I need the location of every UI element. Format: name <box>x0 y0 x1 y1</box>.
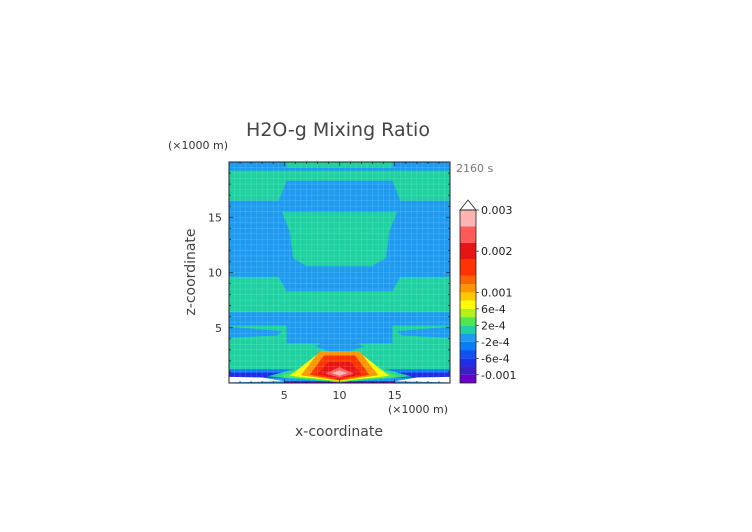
contour-field <box>229 162 450 383</box>
x-tick-label: 5 <box>281 389 288 402</box>
y-tick-label: 5 <box>215 322 222 335</box>
y-axis-label: z-coordinate <box>183 228 199 315</box>
colorbar-swatch <box>460 275 476 285</box>
region-blue-notch-right <box>397 326 450 338</box>
region-anomaly-core <box>331 370 348 376</box>
colorbar-swatch <box>460 350 476 359</box>
x-tick-label: 10 <box>333 389 347 402</box>
x-axis-label: x-coordinate <box>295 424 383 440</box>
grid-lines <box>229 162 450 383</box>
x-axis-ticks: 5 10 15 <box>239 162 440 402</box>
chart-title: H2O-g Mixing Ratio <box>246 119 430 141</box>
region-surface-white-left <box>229 376 285 383</box>
region-blue-cap <box>315 342 364 351</box>
x-tick-label: 15 <box>388 389 402 402</box>
colorbar-swatch <box>460 226 476 243</box>
y-tick-label: 10 <box>208 267 222 280</box>
colorbar-swatch <box>460 374 476 383</box>
colorbar: 0.003 0.002 0.001 6e-4 2e-4 -2e-4 -6e-4 -0.001 <box>459 199 516 384</box>
region-lower-green-band <box>229 276 450 313</box>
colorbar-label: 0.002 <box>481 245 513 258</box>
x-axis-unit: (×1000 m) <box>388 403 448 416</box>
colorbar-swatch <box>460 242 476 260</box>
colorbar-label: -0.001 <box>481 369 516 382</box>
y-axis-ticks: 5 10 15 <box>208 172 450 373</box>
colorbar-swatch <box>460 300 476 309</box>
time-label: 2160 s <box>456 162 493 175</box>
colorbar-label: 6e-4 <box>481 303 506 316</box>
colorbar-label: -2e-4 <box>481 336 510 349</box>
colorbar-label: -6e-4 <box>481 352 510 365</box>
region-upper-green-band <box>229 170 450 201</box>
colorbar-label: 2e-4 <box>481 319 506 332</box>
region-mid-green-column <box>282 211 397 266</box>
colorbar-swatch <box>460 333 476 342</box>
colorbar-swatch <box>460 358 476 367</box>
colorbar-swatch <box>460 341 476 351</box>
colorbar-label: 0.003 <box>481 204 513 217</box>
colorbar-swatch <box>460 325 476 334</box>
colorbar-swatch <box>460 210 476 227</box>
colorbar-swatch <box>460 292 476 301</box>
colorbar-swatch <box>460 366 476 375</box>
colorbar-swatch <box>460 308 476 318</box>
region-blue-notch-left <box>229 326 282 338</box>
colorbar-swatch <box>460 284 476 293</box>
region-surface-white-right <box>394 376 450 383</box>
colorbar-swatch <box>460 317 476 326</box>
colorbar-frame <box>459 209 477 384</box>
colorbar-label: 0.001 <box>481 286 513 299</box>
y-axis-unit: (×1000 m) <box>168 139 228 152</box>
y-tick-label: 15 <box>208 211 222 224</box>
colorbar-swatch <box>460 259 476 276</box>
colorbar-over-triangle <box>459 199 477 211</box>
